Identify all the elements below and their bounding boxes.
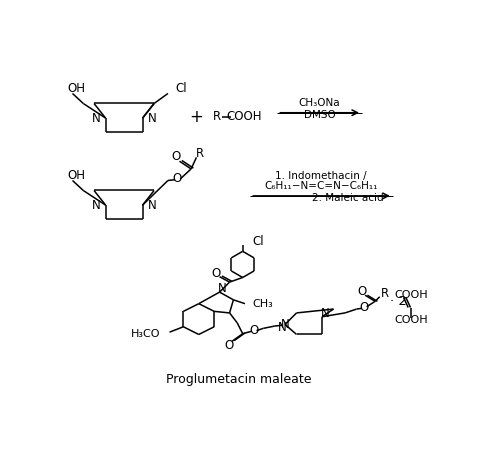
Text: COOH: COOH xyxy=(227,110,262,123)
Text: N: N xyxy=(91,199,100,212)
Text: N: N xyxy=(91,112,100,125)
Text: O: O xyxy=(173,172,182,185)
Text: N: N xyxy=(281,318,289,331)
Text: COOH: COOH xyxy=(394,290,428,300)
Text: Proglumetacin maleate: Proglumetacin maleate xyxy=(166,373,312,387)
Text: COOH: COOH xyxy=(394,315,428,325)
Text: N: N xyxy=(321,307,330,320)
Text: R: R xyxy=(381,287,389,300)
Text: R: R xyxy=(213,110,221,123)
Text: OH: OH xyxy=(68,169,86,182)
Text: +: + xyxy=(190,108,203,125)
Text: O: O xyxy=(211,267,220,280)
Text: 2. Maleic acid: 2. Maleic acid xyxy=(312,193,384,203)
Text: N: N xyxy=(148,199,157,212)
Text: O: O xyxy=(357,285,367,298)
Text: N: N xyxy=(217,282,226,295)
Text: N: N xyxy=(277,321,287,334)
Text: · 2: · 2 xyxy=(390,295,407,308)
Text: O: O xyxy=(250,324,259,337)
Text: DMSO: DMSO xyxy=(304,110,335,120)
Text: CH₃ONa: CH₃ONa xyxy=(299,98,340,109)
Text: C₆H₁₁−N=C=N−C₆H₁₁: C₆H₁₁−N=C=N−C₆H₁₁ xyxy=(265,181,378,191)
Text: OH: OH xyxy=(68,82,86,95)
Text: N: N xyxy=(148,112,157,125)
Text: O: O xyxy=(171,150,181,163)
Text: CH₃: CH₃ xyxy=(253,299,273,309)
Text: R: R xyxy=(196,147,204,160)
Text: 1. Indomethacin /: 1. Indomethacin / xyxy=(275,171,367,181)
Text: O: O xyxy=(360,301,369,314)
Text: Cl: Cl xyxy=(176,82,187,95)
Text: Cl: Cl xyxy=(252,235,263,248)
Text: H₃CO: H₃CO xyxy=(131,329,160,339)
Text: O: O xyxy=(224,339,233,352)
